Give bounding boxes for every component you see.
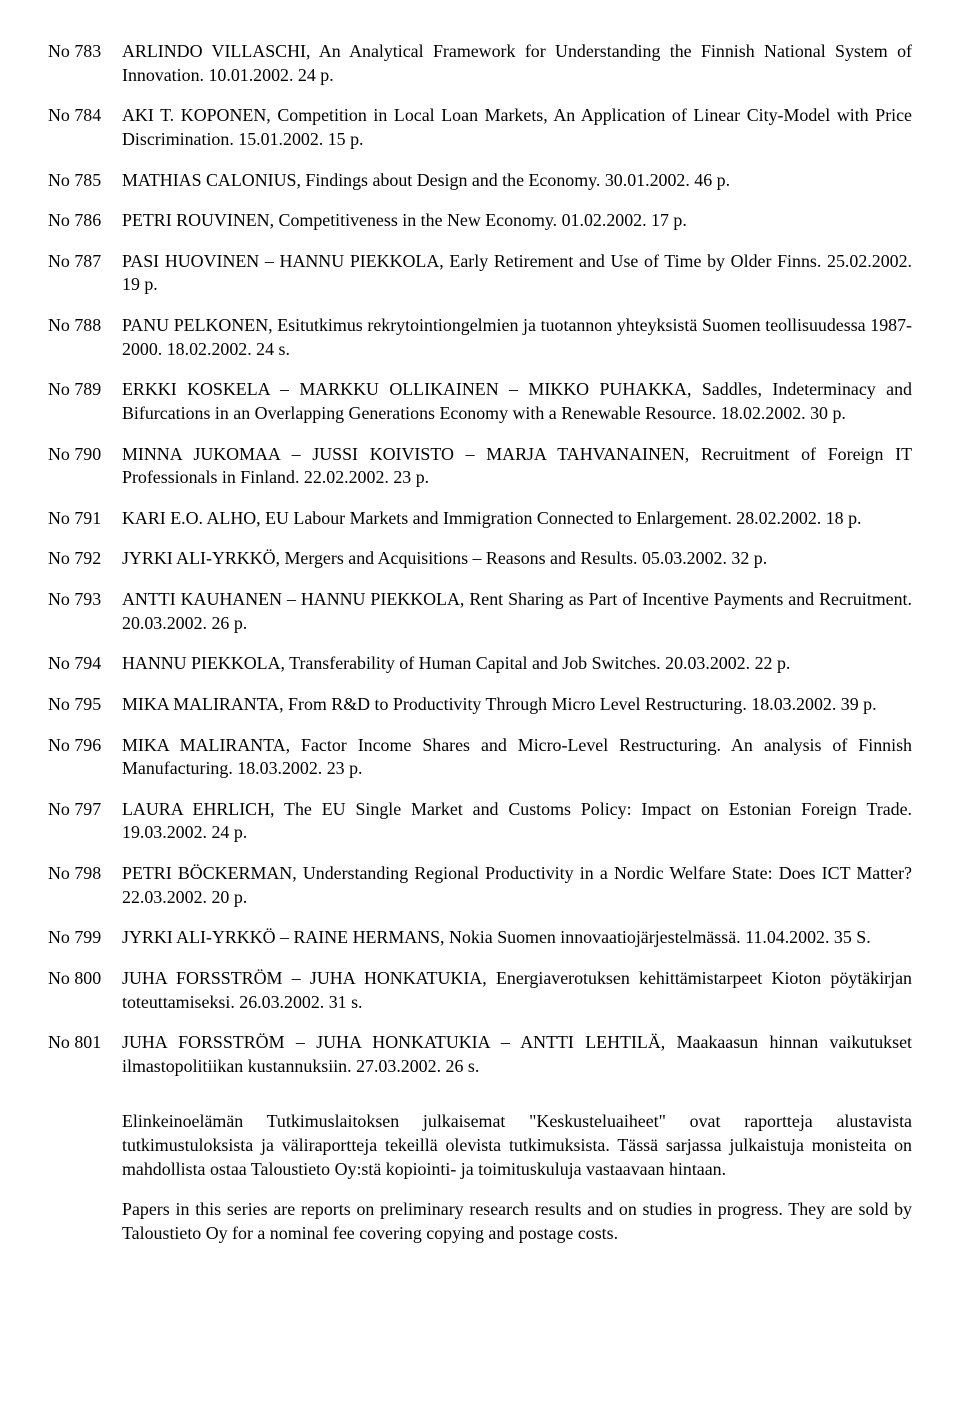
entry-text: PETRI BÖCKERMAN, Understanding Regional … [122,862,912,909]
publication-entry: No 795MIKA MALIRANTA, From R&D to Produc… [48,693,912,717]
publication-entry: No 785MATHIAS CALONIUS, Findings about D… [48,169,912,193]
publication-entry: No 794HANNU PIEKKOLA, Transferability of… [48,652,912,676]
entry-text: PETRI ROUVINEN, Competitiveness in the N… [122,209,912,233]
entry-text: ERKKI KOSKELA – MARKKU OLLIKAINEN – MIKK… [122,378,912,425]
entry-text: MIKA MALIRANTA, Factor Income Shares and… [122,734,912,781]
footnote-paragraph-2: Papers in this series are reports on pre… [122,1198,912,1245]
entry-text: JUHA FORSSTRÖM – JUHA HONKATUKIA, Energi… [122,967,912,1014]
entry-number: No 789 [48,378,122,425]
publication-entry: No 798PETRI BÖCKERMAN, Understanding Reg… [48,862,912,909]
publication-entry: No 784AKI T. KOPONEN, Competition in Loc… [48,104,912,151]
entry-number: No 796 [48,734,122,781]
entry-number: No 791 [48,507,122,531]
entry-text: LAURA EHRLICH, The EU Single Market and … [122,798,912,845]
entry-text: PASI HUOVINEN – HANNU PIEKKOLA, Early Re… [122,250,912,297]
entry-text: MIKA MALIRANTA, From R&D to Productivity… [122,693,912,717]
entry-number: No 785 [48,169,122,193]
publication-entry: No 801JUHA FORSSTRÖM – JUHA HONKATUKIA –… [48,1031,912,1078]
publication-entry: No 789ERKKI KOSKELA – MARKKU OLLIKAINEN … [48,378,912,425]
entry-text: JYRKI ALI-YRKKÖ – RAINE HERMANS, Nokia S… [122,926,912,950]
entry-number: No 798 [48,862,122,909]
entry-text: KARI E.O. ALHO, EU Labour Markets and Im… [122,507,912,531]
entry-number: No 794 [48,652,122,676]
footnote-paragraph-1: Elinkeinoelämän Tutkimuslaitoksen julkai… [122,1110,912,1181]
entry-number: No 786 [48,209,122,233]
entry-number: No 793 [48,588,122,635]
entry-text: AKI T. KOPONEN, Competition in Local Loa… [122,104,912,151]
entry-text: ANTTI KAUHANEN – HANNU PIEKKOLA, Rent Sh… [122,588,912,635]
entry-text: ARLINDO VILLASCHI, An Analytical Framewo… [122,40,912,87]
entry-number: No 783 [48,40,122,87]
entry-number: No 800 [48,967,122,1014]
entry-text: HANNU PIEKKOLA, Transferability of Human… [122,652,912,676]
entry-number: No 799 [48,926,122,950]
publication-entry: No 799JYRKI ALI-YRKKÖ – RAINE HERMANS, N… [48,926,912,950]
publication-entry: No 793ANTTI KAUHANEN – HANNU PIEKKOLA, R… [48,588,912,635]
entry-number: No 795 [48,693,122,717]
entry-text: MATHIAS CALONIUS, Findings about Design … [122,169,912,193]
entry-text: JYRKI ALI-YRKKÖ, Mergers and Acquisition… [122,547,912,571]
entry-number: No 784 [48,104,122,151]
entry-text: MINNA JUKOMAA – JUSSI KOIVISTO – MARJA T… [122,443,912,490]
publication-entry: No 791KARI E.O. ALHO, EU Labour Markets … [48,507,912,531]
publication-entry: No 783ARLINDO VILLASCHI, An Analytical F… [48,40,912,87]
entry-text: JUHA FORSSTRÖM – JUHA HONKATUKIA – ANTTI… [122,1031,912,1078]
publication-entry: No 788PANU PELKONEN, Esitutkimus rekryto… [48,314,912,361]
publication-entry: No 786PETRI ROUVINEN, Competitiveness in… [48,209,912,233]
entry-number: No 801 [48,1031,122,1078]
entry-text: PANU PELKONEN, Esitutkimus rekrytointion… [122,314,912,361]
entry-number: No 792 [48,547,122,571]
publication-entry: No 790MINNA JUKOMAA – JUSSI KOIVISTO – M… [48,443,912,490]
publication-entry: No 796MIKA MALIRANTA, Factor Income Shar… [48,734,912,781]
entry-number: No 790 [48,443,122,490]
publication-list: No 783ARLINDO VILLASCHI, An Analytical F… [48,40,912,1078]
publication-entry: No 792JYRKI ALI-YRKKÖ, Mergers and Acqui… [48,547,912,571]
footnote-block: Elinkeinoelämän Tutkimuslaitoksen julkai… [122,1110,912,1245]
entry-number: No 797 [48,798,122,845]
entry-number: No 787 [48,250,122,297]
publication-entry: No 800JUHA FORSSTRÖM – JUHA HONKATUKIA, … [48,967,912,1014]
publication-entry: No 787PASI HUOVINEN – HANNU PIEKKOLA, Ea… [48,250,912,297]
publication-entry: No 797LAURA EHRLICH, The EU Single Marke… [48,798,912,845]
entry-number: No 788 [48,314,122,361]
